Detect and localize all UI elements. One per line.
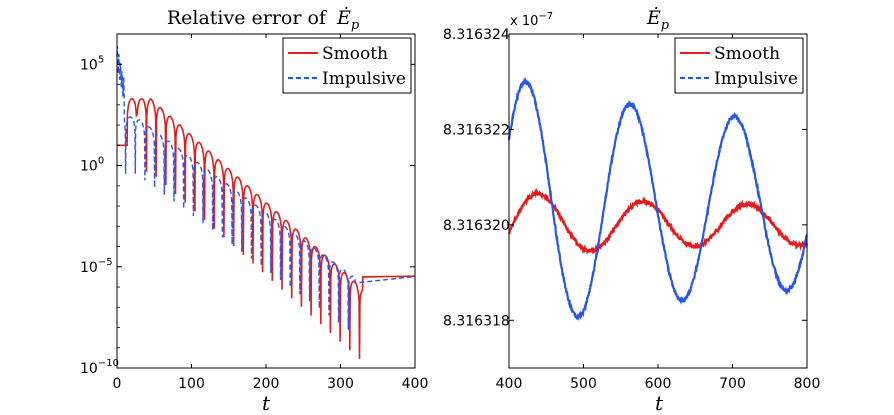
right-x-tick-label: 800	[794, 376, 821, 392]
left-x-tick-label: 0	[113, 376, 122, 392]
right-title: Ėp	[646, 6, 670, 33]
right-legend-smooth-label: Smooth	[714, 44, 780, 64]
left-x-tick-label: 200	[253, 376, 280, 392]
right-series-impulsive-line	[509, 80, 807, 318]
right-y-tick-label: 8.316320	[443, 218, 510, 234]
left-x-tick-label: 100	[178, 376, 205, 392]
right-legend: Smooth Impulsive	[675, 38, 803, 93]
right-x-tick-label: 400	[496, 376, 523, 392]
left-legend-smooth-label: Smooth	[322, 44, 388, 64]
left-y-tick-label: 10−10	[80, 358, 119, 377]
chart-right: Ėp x 10−7 400 500 600 700 800 8.316318 8.31632…	[443, 6, 820, 415]
left-x-tick-label: 300	[327, 376, 354, 392]
right-y-tick-label: 8.316324	[443, 27, 510, 43]
right-y-tick-label: 8.316318	[443, 313, 510, 329]
right-legend-impulsive-label: Impulsive	[714, 69, 798, 89]
left-y-tick-label: 100	[80, 156, 104, 175]
left-legend: Smooth Impulsive	[283, 38, 411, 93]
left-x-tick-label: 400	[402, 376, 429, 392]
left-legend-impulsive-label: Impulsive	[322, 69, 406, 89]
right-y-tick-label: 8.316322	[443, 122, 510, 138]
right-x-tick-label: 700	[719, 376, 746, 392]
left-y-tick-label: 10−5	[80, 257, 113, 276]
left-title: Relative error of Ėp	[167, 6, 360, 33]
left-y-tick-label: 105	[80, 54, 104, 73]
right-x-label: t	[655, 391, 664, 415]
right-y-multiplier: x 10−7	[510, 11, 553, 29]
right-x-tick-label: 600	[645, 376, 672, 392]
left-x-label: t	[262, 391, 271, 415]
figure-canvas: Relative error of Ėp 0 100 200 300 400 105 100…	[0, 0, 894, 415]
chart-left: Relative error of Ėp 0 100 200 300 400 105 100…	[80, 6, 428, 415]
right-x-tick-label: 500	[570, 376, 597, 392]
